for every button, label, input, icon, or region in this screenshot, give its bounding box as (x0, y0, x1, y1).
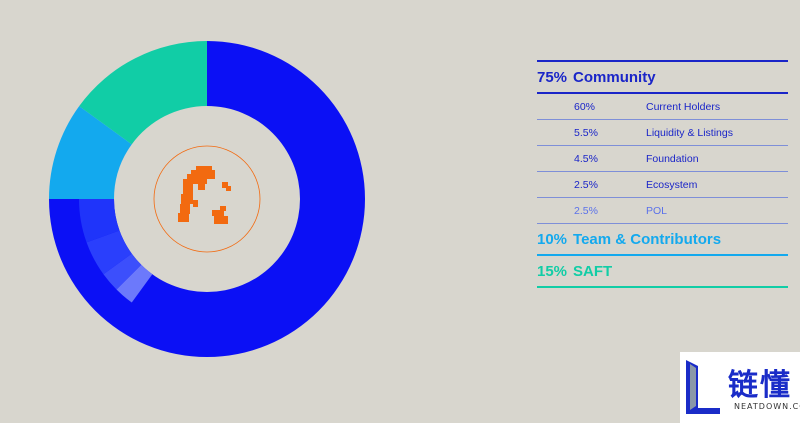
legend-saft-pct: 15% (537, 262, 568, 280)
orange-pixel-mascot-icon (178, 166, 231, 224)
legend-community-pct: 75% (537, 68, 568, 86)
watermark-chinese: 链懂 (728, 368, 792, 403)
legend-sub-pct: 5.5% (574, 126, 598, 139)
center-circle-outline (153, 145, 261, 253)
legend-sub-pct: 4.5% (574, 152, 598, 165)
donut-inner-wedge-3 (86, 230, 132, 275)
legend-sub-label: Liquidity & Listings (646, 126, 733, 139)
legend-sub-current-holders: 60% Current Holders (537, 94, 788, 120)
donut-inner-wedge-2 (103, 253, 142, 290)
legend-sub-ecosystem: 2.5% Ecosystem (537, 172, 788, 198)
legend-community: 75% Community (537, 60, 788, 94)
watermark-l-icon (686, 360, 720, 414)
legend-sub-pol: 2.5% POL (537, 198, 788, 224)
donut-chart (49, 40, 365, 357)
legend-sub-liquidity: 5.5% Liquidity & Listings (537, 120, 788, 146)
donut-inner-wedge-4 (79, 199, 120, 243)
legend-sub-foundation: 4.5% Foundation (537, 146, 788, 172)
donut-inner-wedge-1 (116, 264, 153, 303)
donut-slice-team-contributors (49, 106, 132, 199)
legend-sub-pct: 2.5% (574, 204, 598, 217)
donut-slice-saft (79, 40, 207, 145)
legend-sub-label: Current Holders (646, 100, 721, 113)
legend-sub-pct: 2.5% (574, 178, 598, 191)
legend-saft: 15% SAFT (537, 256, 788, 288)
legend: 75% Community 60% Current Holders 5.5% L… (537, 60, 788, 288)
legend-sub-label: Foundation (646, 152, 699, 165)
legend-sub-label: Ecosystem (646, 178, 698, 191)
inner-ring (79, 199, 153, 303)
legend-community-label: Community (573, 68, 656, 86)
legend-sub-label: POL (646, 204, 668, 217)
watermark-logo: 链懂 NEATDOWN.COM (680, 352, 800, 423)
legend-team: 10% Team & Contributors (537, 224, 788, 256)
legend-sub-pct: 60% (574, 100, 596, 113)
legend-team-label: Team & Contributors (573, 230, 722, 248)
watermark-english: NEATDOWN.COM (734, 402, 800, 411)
legend-team-pct: 10% (537, 230, 568, 248)
legend-saft-label: SAFT (573, 262, 613, 280)
